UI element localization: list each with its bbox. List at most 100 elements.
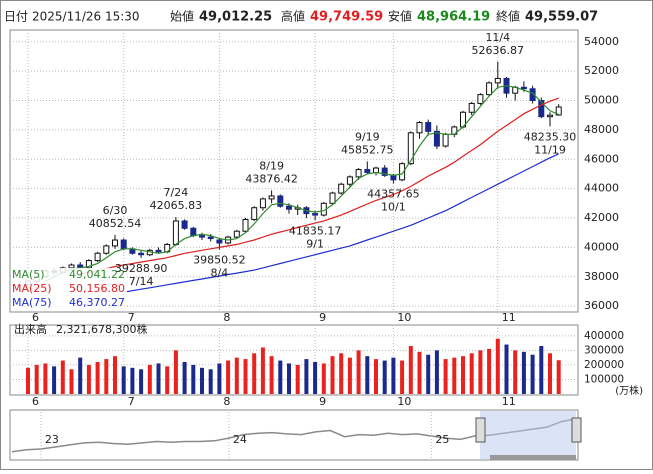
volume-bar	[313, 362, 318, 394]
candle-body	[190, 227, 197, 237]
volume-bar	[365, 356, 370, 394]
y-tick-label: 52000	[584, 64, 619, 77]
volume-bar	[217, 363, 222, 394]
legend-bg	[11, 296, 127, 310]
volume-bar	[461, 356, 465, 394]
volume-bar	[26, 367, 30, 394]
volume-bar	[121, 366, 126, 394]
volume-bar	[426, 354, 431, 394]
candle-body	[407, 132, 414, 165]
y-tick-label: 100000	[584, 373, 624, 385]
annotation-value: 39850.52	[193, 254, 246, 267]
candle-body	[494, 77, 501, 84]
candle-body	[85, 260, 92, 269]
candle-body	[181, 220, 188, 229]
scrollbar[interactable]	[490, 455, 576, 460]
annotation-date: 11/19	[534, 143, 566, 156]
handle-left[interactable]	[475, 417, 486, 443]
annotation-date: 10/1	[381, 200, 406, 213]
candle-body	[172, 220, 179, 245]
x-tick-label: 7	[128, 395, 135, 408]
annotation-date: 7/24	[164, 186, 189, 199]
candle-body	[538, 100, 545, 118]
candle-body	[286, 205, 292, 210]
candle-body	[468, 102, 475, 113]
legend-value: 50,156.80	[69, 282, 125, 295]
volume-bar	[434, 350, 439, 394]
volume-bar	[495, 338, 500, 394]
volume-bar	[165, 366, 170, 394]
candle-body	[94, 252, 101, 262]
y-tick-label: 40000	[584, 240, 619, 253]
annotation-date: 8/19	[259, 159, 284, 172]
handle-right[interactable]	[571, 417, 582, 443]
candle-body	[355, 169, 362, 178]
y-tick-label: 400000	[584, 330, 624, 342]
annotation-value: 45852.75	[341, 143, 394, 156]
y-tick-label: 38000	[584, 270, 619, 283]
open: 49,012.25	[199, 10, 272, 25]
volume-bar	[182, 362, 187, 394]
annotation-value: 42065.83	[150, 199, 203, 212]
candle-body	[555, 106, 562, 116]
volume-bar	[539, 346, 544, 394]
candle-body	[112, 239, 118, 247]
price-panel	[9, 29, 579, 313]
volume-bar	[130, 367, 135, 394]
y-tick-label: 54000	[584, 35, 619, 48]
ma-line	[80, 97, 559, 275]
candle-body	[277, 195, 284, 207]
legend-name: MA(75)	[12, 296, 52, 309]
selection-range[interactable]	[480, 411, 576, 459]
volume-bar	[548, 353, 552, 394]
annotation-value: 44357.65	[367, 187, 420, 200]
volume-bar	[417, 351, 422, 394]
volume-bar	[252, 353, 257, 394]
annotation-date: 7/14	[129, 275, 154, 288]
annotation-value: 43876.42	[245, 172, 298, 185]
volume-bar	[400, 360, 405, 394]
volume-bar	[173, 350, 178, 394]
candle-body	[547, 114, 553, 118]
x-tick-label: 6	[32, 395, 39, 408]
candle-body	[233, 230, 240, 238]
candle-body	[155, 249, 162, 253]
candle-body	[312, 213, 319, 216]
volume-bar	[521, 351, 526, 394]
y-tick-label: 200000	[584, 359, 624, 371]
annotation-date: 6/30	[103, 204, 128, 217]
volume-bar	[391, 357, 396, 394]
legend-name: MA(25)	[12, 282, 52, 295]
volume-bar	[452, 357, 457, 394]
annotation-value: 48235.30	[524, 130, 577, 143]
candle-body	[120, 239, 127, 250]
candle-body	[390, 174, 397, 181]
high: 49,749.59	[310, 10, 383, 25]
x-tick-label: 9	[319, 311, 326, 324]
annotation-value: 52636.87	[472, 44, 525, 57]
volume-bar	[443, 359, 448, 394]
volume-bar	[243, 359, 248, 394]
ma-line	[123, 153, 559, 293]
candle-body	[199, 235, 205, 238]
volume-bar	[374, 359, 378, 394]
navigator-selection[interactable]	[475, 411, 582, 460]
annotation-value: 41835.17	[289, 224, 342, 237]
annotation-date: 11/4	[485, 31, 510, 44]
volume-bar	[52, 366, 57, 394]
volume-bar	[504, 344, 509, 394]
navigator-tick-label: 25	[435, 433, 449, 446]
volume-label: 出来高	[14, 322, 47, 336]
x-tick-label: 10	[397, 395, 411, 408]
volume-bar	[347, 357, 352, 394]
candle-body	[242, 218, 249, 232]
legend-name: MA(5)	[12, 268, 45, 281]
volume-bar	[200, 367, 204, 394]
candle-body	[346, 176, 353, 185]
legend-bg	[11, 282, 127, 296]
volume-unit: (万株)	[615, 384, 643, 397]
legend-bg	[11, 268, 127, 282]
volume-bar	[287, 363, 291, 394]
x-tick-label: 8	[223, 311, 230, 324]
